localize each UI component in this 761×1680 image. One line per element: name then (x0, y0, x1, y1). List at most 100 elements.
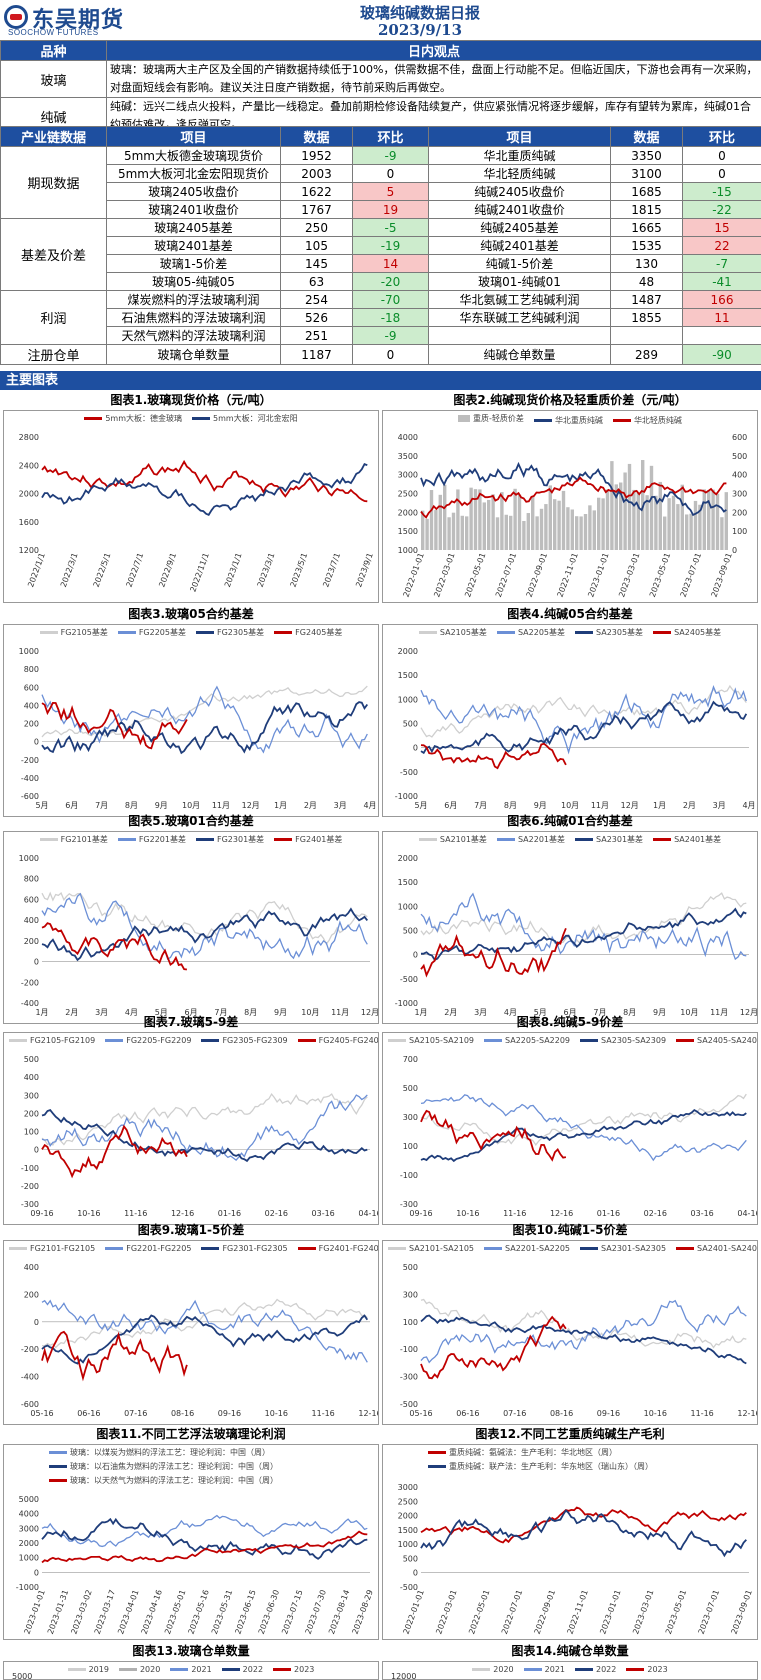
chart-plot: 12000 (391, 1672, 416, 1679)
table-change: -15 (682, 182, 761, 201)
x-tick-label: 12月 (740, 1008, 758, 1017)
y-tick-label: 200 (24, 1109, 39, 1118)
y2-tick-label: 100 (732, 527, 747, 536)
spread-bar (605, 489, 610, 550)
spread-bar (526, 513, 530, 550)
legend-item: FG2405基差 (274, 627, 342, 638)
chart-panel: FG2105-FG2109 FG2205-FG2209 FG2305-FG2309 F… (3, 1032, 379, 1225)
company-logo: 东吴期货 SOOCHOW FUTURES (4, 2, 154, 38)
legend-item: 华北重质纯碱 (533, 415, 603, 426)
legend-item: SA2205基差 (496, 627, 565, 638)
spread-bar (539, 508, 544, 550)
x-tick-label: 2月 (444, 1008, 457, 1017)
table-item: 玻璃2401收盘价 (106, 200, 281, 219)
legend-label: FG2105基差 (60, 628, 108, 637)
y-tick-label: 500 (24, 1055, 39, 1064)
view-text: 玻璃：玻璃两大主产区及全国的产销数据持续低于100%，供需数据不佳，盘面上行动能… (106, 60, 761, 98)
y-tick-label: 2000 (19, 490, 39, 499)
legend-label: 重质纯碱：氨碱法：生产毛利：华北地区（周） (449, 1448, 617, 1457)
x-tick-label: 04-16 (358, 1209, 379, 1218)
spread-bar (495, 517, 500, 550)
spread-bar (680, 484, 684, 550)
table-row: 玻璃2401收盘价 1767 19 纯碱2401收盘价 1815 -22 (1, 200, 761, 219)
series-line (41, 1299, 368, 1363)
chart-legend: FG2101基差 FG2201基差 FG2301基差 FG2401基差 (4, 834, 378, 845)
legend-label: 玻璃：以煤炭为燃料的浮法工艺：理论利润：中国（周） (70, 1448, 270, 1457)
spread-bar (614, 484, 618, 550)
x-tick-label: 12-16 (737, 1409, 758, 1418)
x-tick-label: 5月 (35, 801, 48, 810)
table-change: -90 (682, 344, 761, 365)
x-tick-label: 2023-07-30 (304, 1589, 328, 1636)
y-tick-label: 200 (24, 1290, 39, 1299)
y-tick-label: -400 (21, 774, 39, 783)
x-tick-label: 2023-01-01 (598, 1589, 622, 1636)
y-tick-label: 1000 (19, 854, 39, 863)
legend-label: 2023 (294, 1665, 315, 1674)
legend-item: 2020 (472, 1665, 514, 1674)
x-tick-label: 2022-11-01 (566, 1589, 590, 1636)
chart-caption: 图表9.玻璃1-5价差 (137, 1223, 245, 1237)
x-tick-label: 2022/11/1 (188, 552, 210, 594)
y-tick-label: 400 (24, 1073, 39, 1082)
spread-bar (438, 494, 442, 550)
legend-item: SA2105基差 (418, 627, 487, 638)
y-tick-label: -500 (400, 1400, 418, 1409)
table-header-cell: 环比 (682, 126, 761, 147)
x-tick-label: 2月 (683, 801, 696, 810)
table-value (610, 326, 683, 345)
table-change: 14 (352, 254, 429, 273)
y-tick-label: 5000 (19, 1495, 39, 1504)
y-tick-label: -100 (21, 1164, 39, 1173)
spread-bar (619, 482, 623, 550)
chart-panel: FG2101-FG2105 FG2201-FG2205 FG2301-FG2305 F… (3, 1240, 379, 1425)
legend-label: FG2401基差 (295, 835, 343, 844)
chart-legend: 2019 2020 2021 2022 2023 (4, 1664, 378, 1674)
chart-caption: 图表10.纯碱1-5价差 (512, 1223, 628, 1237)
chart-plot: 4000350030002500200015001000600500400300… (398, 433, 748, 599)
table-row: 天然气燃料的浮法玻璃利润 251 -9 (1, 326, 761, 345)
legend-item: FG2205-FG2209 (105, 1036, 191, 1045)
legend-label: FG2301基差 (217, 835, 265, 844)
table-change: -18 (352, 308, 429, 327)
x-tick-label: 2023-08-29 (351, 1589, 375, 1636)
y-tick-label: 800 (24, 665, 39, 674)
x-tick-label: 2023-05-01 (648, 552, 672, 599)
chart-legend: SA2101-SA2105 SA2201-SA2205 SA2301-SA2305 S… (383, 1243, 757, 1253)
table-change: -7 (682, 254, 761, 273)
spread-bar (421, 510, 425, 550)
series-line (41, 892, 368, 961)
x-tick-label: 3月 (474, 1008, 487, 1017)
x-tick-label: 6月 (65, 801, 78, 810)
table-change: -19 (352, 236, 429, 255)
y-tick-label: 2400 (19, 461, 39, 470)
spread-bar (535, 516, 539, 550)
series-line (420, 1109, 747, 1163)
x-tick-label: 2022/1/1 (26, 552, 47, 589)
x-tick-label: 4月 (125, 1008, 138, 1017)
legend-label: SA2201基差 (517, 835, 565, 844)
legend-item: 重质纯碱：联产法：生产毛利：华东地区（瑞山东）（周） (428, 1461, 752, 1472)
legend-item: SA2201基差 (496, 834, 565, 845)
y-tick-label: -200 (21, 978, 39, 987)
series-line (41, 922, 187, 971)
x-tick-label: 12-16 (358, 1409, 379, 1418)
chart-caption: 图表1.玻璃现货价格（元/吨） (110, 393, 272, 407)
table-row: 期现数据 5mm大板德金玻璃现货价 1952 -9 华北重质纯碱 3350 0 (0, 146, 761, 219)
legend-item: 玻璃：以石油焦为燃料的浮法工艺：理论利润：中国（周） (49, 1461, 373, 1472)
y-tick-label: 0 (34, 1318, 39, 1327)
x-tick-label: 1月 (35, 1008, 48, 1017)
y-tick-label: 2000 (398, 854, 418, 863)
table-value: 130 (610, 254, 683, 273)
table-item: 5mm大板河北金宏阳现货价 (106, 164, 281, 183)
table-value: 1685 (610, 182, 683, 201)
legend-item: 5mm大板：河北金宏阳 (192, 413, 298, 424)
legend-label: 5mm大板：德金玻璃 (105, 414, 182, 423)
series-line (41, 1094, 368, 1161)
x-tick-label: 2023-04-16 (140, 1589, 164, 1636)
x-tick-label: 10-16 (644, 1409, 667, 1418)
y-tick-label: 500 (403, 927, 418, 936)
x-tick-label: 1月 (414, 1008, 427, 1017)
